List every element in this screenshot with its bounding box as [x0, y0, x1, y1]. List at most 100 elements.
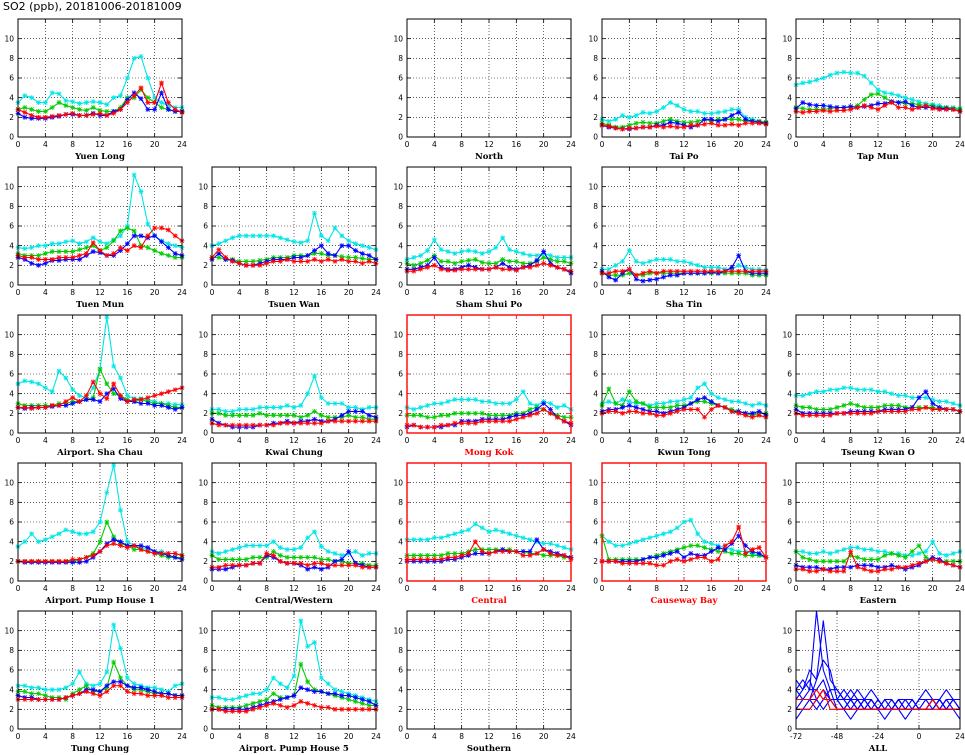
data-point	[243, 708, 249, 714]
data-point	[264, 233, 270, 239]
data-point	[445, 533, 451, 539]
data-point	[909, 553, 915, 558]
data-point	[332, 401, 338, 406]
data-point	[111, 111, 117, 116]
x-tick-label: 4	[821, 584, 826, 593]
data-point	[223, 549, 229, 554]
data-point	[339, 257, 345, 262]
x-tick-label: 20	[344, 732, 354, 741]
data-point	[77, 253, 82, 258]
x-tick-label: 12	[679, 288, 689, 297]
data-point	[257, 262, 263, 268]
data-point	[257, 422, 263, 428]
data-point	[715, 549, 721, 554]
y-tick-label: 0	[398, 429, 403, 438]
data-point	[889, 403, 895, 408]
data-point	[298, 420, 304, 426]
data-point	[97, 519, 103, 525]
data-point	[554, 259, 560, 264]
data-point	[507, 418, 512, 424]
y-tick-label: 10	[198, 478, 208, 487]
data-point	[77, 257, 82, 262]
x-tick-label: 0	[405, 584, 410, 593]
data-point	[63, 98, 69, 104]
y-tick-label: 8	[787, 498, 792, 507]
data-point	[353, 259, 358, 264]
x-tick-label: 0	[600, 288, 605, 297]
y-tick-label: 6	[9, 518, 14, 527]
data-point	[736, 399, 742, 404]
data-point	[165, 245, 171, 251]
x-tick-label: 20	[344, 584, 354, 593]
data-point	[923, 558, 929, 564]
data-point	[22, 105, 28, 110]
x-tick-label: 16	[901, 584, 911, 593]
x-tick-label: 20	[734, 140, 744, 149]
data-point	[486, 529, 492, 535]
data-point	[418, 553, 424, 558]
data-point	[332, 687, 338, 693]
data-point	[466, 420, 471, 426]
data-point	[882, 549, 888, 554]
data-point	[118, 539, 123, 545]
data-point	[896, 100, 901, 105]
data-point	[118, 645, 123, 651]
data-point	[654, 270, 660, 276]
data-point	[715, 403, 721, 408]
data-point	[366, 551, 372, 556]
data-point	[534, 258, 540, 263]
data-point	[848, 104, 854, 109]
data-point	[520, 414, 526, 420]
data-point	[479, 418, 485, 424]
data-point	[366, 703, 372, 708]
y-tick-label: 6	[9, 222, 14, 231]
x-tick-label: 4	[43, 436, 48, 445]
data-point	[339, 556, 345, 562]
data-point	[77, 559, 82, 565]
data-point	[325, 549, 331, 554]
x-tick-label: 16	[123, 732, 133, 741]
x-tick-label: 8	[459, 140, 464, 149]
data-point	[77, 393, 82, 399]
data-point	[346, 418, 352, 424]
data-point	[425, 248, 430, 253]
x-tick-label: 0	[405, 288, 410, 297]
y-tick-label: 8	[398, 202, 403, 211]
y-tick-label: 0	[787, 725, 792, 734]
data-point	[223, 562, 229, 568]
data-point	[667, 100, 673, 105]
data-point	[42, 243, 48, 249]
data-point	[243, 412, 249, 418]
x-tick-label: 0	[16, 732, 21, 741]
y-tick-label: 6	[398, 222, 403, 231]
data-point	[640, 410, 646, 416]
data-point	[425, 414, 430, 420]
data-point	[855, 410, 860, 416]
data-point	[930, 556, 936, 562]
data-point	[452, 397, 458, 402]
y-tick-label: 2	[787, 557, 792, 566]
data-point	[70, 99, 76, 104]
y-tick-label: 8	[9, 498, 14, 507]
data-point	[104, 381, 110, 387]
data-point	[633, 276, 639, 282]
data-point	[257, 405, 263, 410]
data-point	[42, 385, 48, 391]
x-tick-label: 16	[707, 584, 717, 593]
y-tick-label: 10	[4, 330, 14, 339]
data-point	[807, 102, 813, 107]
data-point	[626, 403, 632, 408]
data-point	[145, 693, 151, 698]
x-tick-label: 12	[679, 584, 689, 593]
data-point	[606, 266, 612, 272]
data-point	[548, 551, 553, 556]
data-point	[493, 245, 499, 251]
data-point	[923, 103, 929, 108]
data-point	[418, 253, 424, 258]
data-point	[534, 253, 540, 258]
panel-title: Airport. Sha Chau	[56, 448, 143, 458]
y-tick-label: 10	[198, 182, 208, 191]
data-point	[124, 225, 130, 231]
data-point	[743, 264, 748, 270]
data-point	[284, 403, 290, 408]
